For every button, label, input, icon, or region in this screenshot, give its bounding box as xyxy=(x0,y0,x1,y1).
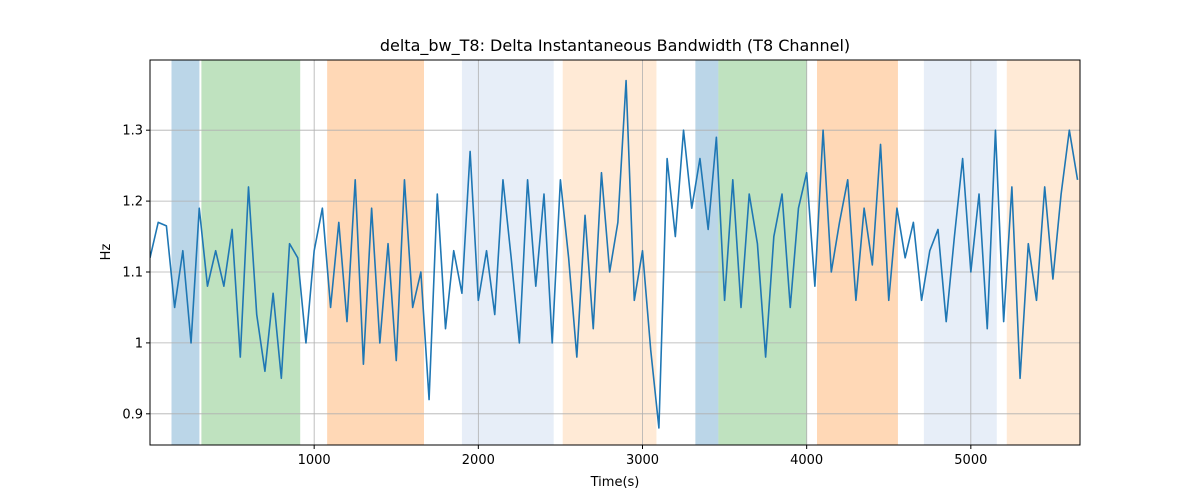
x-tick-label: 1000 xyxy=(298,453,331,468)
x-tick-label: 4000 xyxy=(790,453,823,468)
highlight-span xyxy=(327,60,424,445)
highlight-span xyxy=(718,60,808,445)
y-tick-label: 1.3 xyxy=(122,124,143,139)
x-tick-label: 3000 xyxy=(626,453,659,468)
highlight-span xyxy=(695,60,719,445)
highlight-span xyxy=(201,60,301,445)
y-tick-label: 0.9 xyxy=(122,407,143,422)
axes-frame xyxy=(149,59,1081,446)
y-axis-label: Hz xyxy=(99,244,114,261)
highlight-span xyxy=(1006,60,1080,445)
chart-title: delta_bw_T8: Delta Instantaneous Bandwid… xyxy=(380,36,850,56)
data-line xyxy=(150,79,1079,429)
y-tick-label: 1 xyxy=(135,336,143,351)
x-tick-label: 2000 xyxy=(462,453,495,468)
highlight-span xyxy=(562,60,657,445)
y-tick-label: 1.2 xyxy=(122,195,143,210)
x-tick-label: 5000 xyxy=(954,453,987,468)
highlight-span xyxy=(923,60,997,445)
x-axis-label: Time(s) xyxy=(590,475,640,490)
highlight-span xyxy=(171,60,200,445)
y-tick-label: 1.1 xyxy=(122,265,143,280)
plot-area xyxy=(150,60,1080,445)
